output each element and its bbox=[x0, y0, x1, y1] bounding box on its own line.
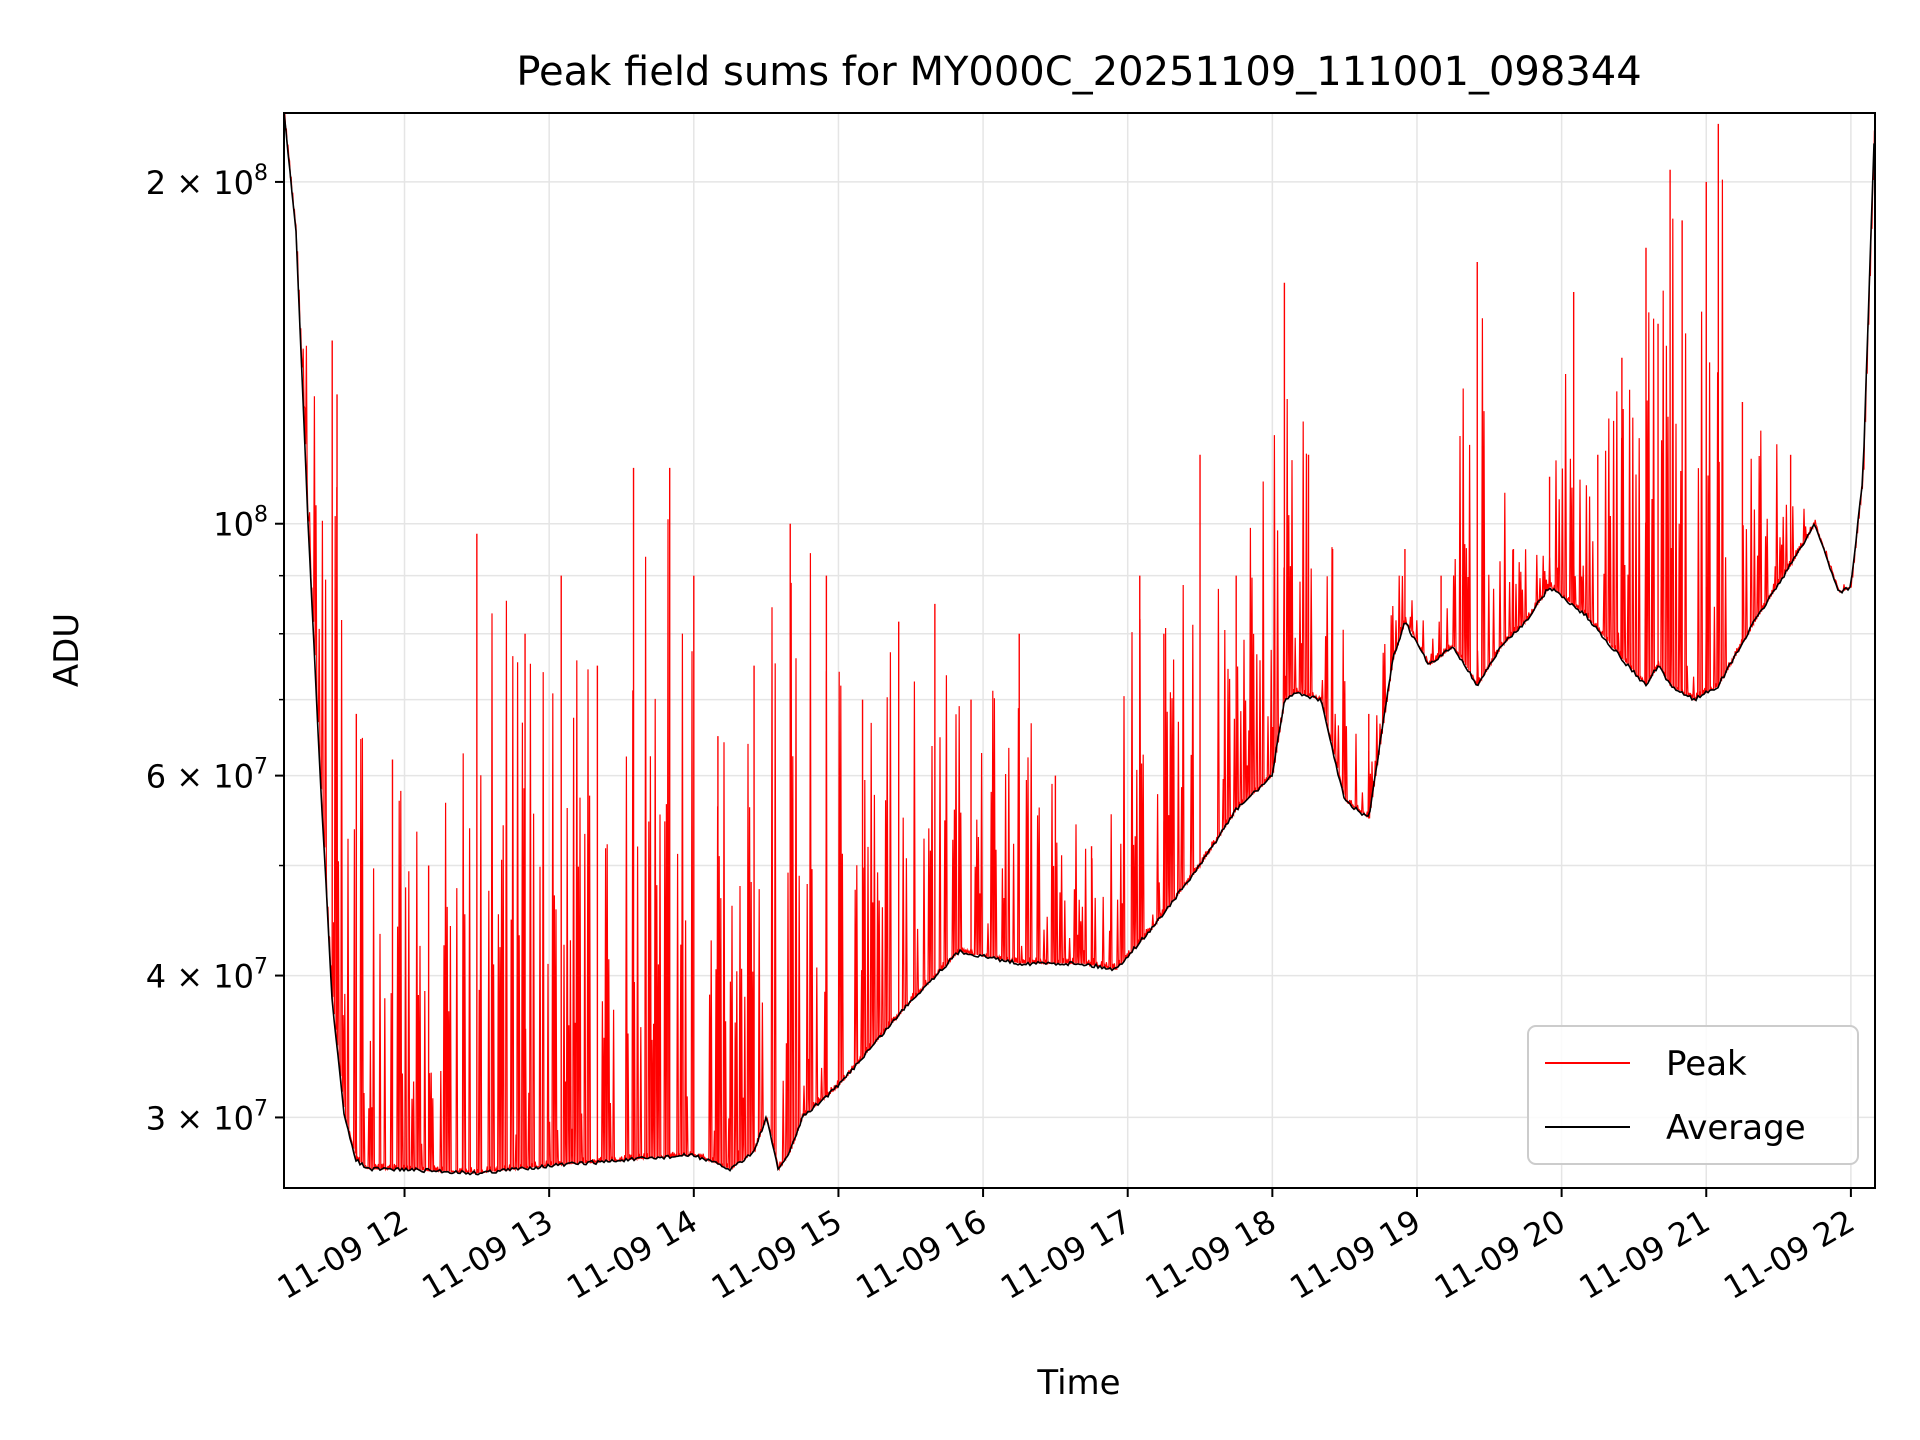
grid-layer bbox=[284, 113, 1875, 1188]
plot-frame bbox=[283, 112, 1876, 1189]
y-tick-label: 2 × 108 bbox=[146, 161, 268, 202]
y-tick-label: 3 × 107 bbox=[146, 1096, 268, 1137]
average-series bbox=[284, 113, 1875, 1176]
peak-line bbox=[284, 113, 1875, 1175]
legend-label-peak: Peak bbox=[1666, 1044, 1747, 1084]
y-axis-title: ADU bbox=[47, 613, 87, 687]
y-tick-label: 6 × 107 bbox=[146, 755, 268, 796]
legend-label-average: Average bbox=[1666, 1108, 1806, 1148]
peak-series bbox=[284, 113, 1875, 1175]
legend: Peak Average bbox=[1527, 1025, 1859, 1165]
y-axis: 3 × 107 4 × 107 6 × 107 108 2 × 108 bbox=[146, 161, 284, 1137]
average-line bbox=[284, 113, 1875, 1176]
legend-box bbox=[1527, 1025, 1859, 1165]
y-tick-label: 108 bbox=[213, 503, 268, 544]
x-axis-title: Time bbox=[1036, 1363, 1120, 1403]
chart-title: Peak field sums for MY000C_20251109_1110… bbox=[516, 49, 1641, 95]
y-tick-label: 4 × 107 bbox=[146, 955, 268, 996]
